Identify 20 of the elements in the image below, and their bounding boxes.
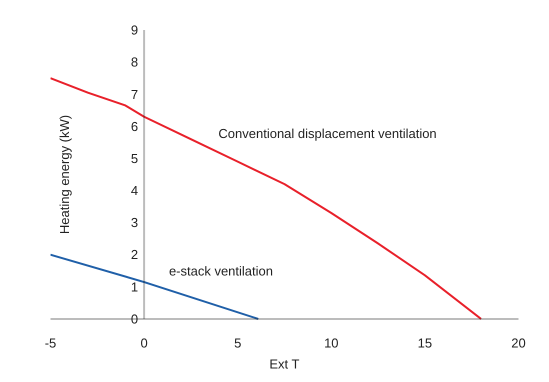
y-tick-label: 3 xyxy=(130,215,138,230)
y-tick-label: 7 xyxy=(130,86,138,102)
x-tick-label: -5 xyxy=(44,336,56,350)
x-tick-label: 5 xyxy=(234,336,242,350)
x-axis-title: Ext T xyxy=(269,356,300,372)
x-tick-label: 15 xyxy=(418,336,432,350)
y-tick-label: 0 xyxy=(130,311,138,326)
x-tick-label: 20 xyxy=(511,336,526,350)
y-tick-label: 8 xyxy=(130,54,138,70)
y-tick-label: 5 xyxy=(130,150,138,166)
x-tick-label: 0 xyxy=(140,336,148,350)
y-tick-label: 2 xyxy=(130,247,138,262)
y-tick-label: 6 xyxy=(130,118,138,134)
series-label: e-stack ventilation xyxy=(168,263,274,278)
y-tick-label: 4 xyxy=(130,183,138,198)
y-tick-label: 9 xyxy=(130,22,138,38)
series-label: Conventional displacement ventilation xyxy=(218,126,437,142)
y-axis-title: Heating energy (kW) xyxy=(57,114,72,234)
x-tick-label: 10 xyxy=(324,336,339,350)
y-tick-label: 1 xyxy=(130,279,138,294)
